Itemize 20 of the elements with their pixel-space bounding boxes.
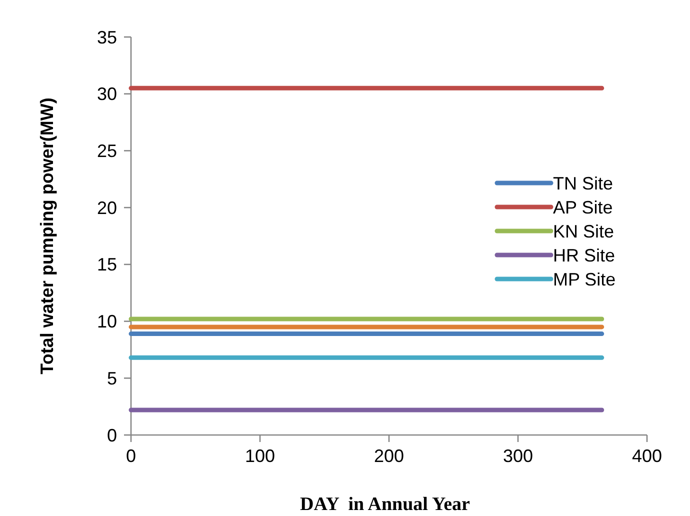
legend-label: AP Site (553, 197, 613, 218)
y-tick-label: 10 (96, 312, 117, 332)
y-tick-label: 5 (106, 368, 117, 388)
x-tick-label: 200 (374, 446, 404, 466)
legend-label: HR Site (553, 245, 616, 266)
y-tick-label: 25 (96, 141, 117, 162)
x-axis-title: DAY in Annual Year (300, 494, 471, 515)
x-tick-label: 100 (244, 446, 276, 466)
legend-label: KN Site (553, 221, 614, 242)
y-tick-label: 15 (96, 254, 117, 275)
y-tick-label: 35 (96, 27, 117, 48)
y-tick-label: 0 (106, 425, 117, 446)
legend-label: TN Site (553, 173, 614, 194)
x-tick-label: 400 (632, 446, 662, 466)
y-axis-title: Total water pumping power(MW) (37, 98, 57, 374)
x-tick-label: 0 (126, 446, 136, 466)
legend-label: MP Site (553, 269, 616, 290)
y-tick-label: 30 (96, 84, 117, 104)
x-tick-label: 300 (502, 446, 534, 466)
y-tick-label: 20 (96, 198, 117, 218)
